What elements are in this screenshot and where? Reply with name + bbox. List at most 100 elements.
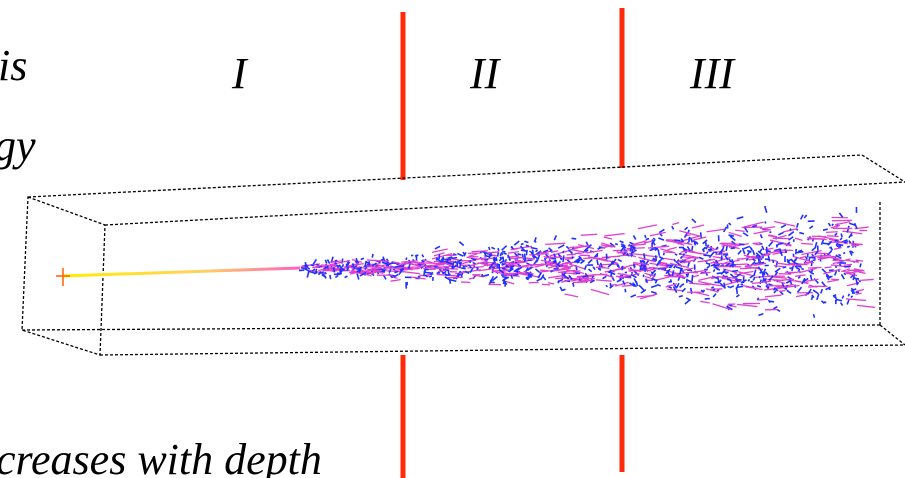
particle-track: [809, 256, 815, 259]
particle-track: [698, 275, 716, 281]
particle-track: [724, 255, 729, 261]
particle-track: [423, 270, 426, 277]
particle-track: [578, 255, 584, 262]
particle-track: [734, 275, 739, 283]
particle-track: [679, 230, 701, 237]
particle-track: [691, 218, 697, 224]
particle-track: [364, 260, 367, 268]
particle-track: [468, 276, 475, 280]
particle-track: [755, 254, 759, 258]
particle-track: [752, 249, 756, 256]
particle-track: [510, 274, 514, 279]
particle-track: [768, 275, 774, 281]
particle-track: [820, 239, 825, 246]
particle-track: [760, 253, 771, 257]
particle-track: [846, 299, 850, 305]
particle-track: [344, 275, 348, 279]
particle-track: [541, 283, 551, 286]
particle-track: [702, 248, 705, 253]
particle-track: [510, 246, 513, 249]
particle-track: [628, 282, 636, 288]
particle-track: [723, 282, 726, 289]
particle-track: [323, 274, 327, 279]
particle-track: [498, 256, 504, 262]
particle-track: [680, 267, 694, 272]
particle-track: [842, 251, 846, 255]
particle-track: [577, 244, 595, 250]
particle-track: [482, 273, 490, 278]
particle-track: [848, 240, 852, 244]
particle-track: [787, 276, 792, 280]
particle-track: [659, 261, 668, 265]
particle-track: [846, 282, 858, 287]
particle-track: [555, 262, 561, 268]
particle-track: [617, 258, 623, 263]
particle-track: [682, 256, 699, 259]
particle-track: [425, 266, 444, 270]
particle-track: [463, 252, 467, 257]
particle-track: [715, 259, 719, 264]
particle-track: [840, 273, 845, 280]
particle-track: [437, 269, 446, 273]
particle-track: [586, 249, 603, 254]
particle-track: [410, 276, 426, 280]
particle-track: [747, 278, 751, 282]
particle-track: [847, 293, 851, 297]
particle-track: [796, 286, 803, 293]
particle-track: [616, 278, 623, 283]
particle-track: [621, 284, 632, 287]
particle-track: [574, 259, 581, 263]
particle-track: [767, 234, 777, 238]
particle-track: [306, 271, 310, 278]
particle-track: [596, 259, 599, 266]
particle-track: [796, 267, 801, 271]
particle-track: [842, 270, 851, 274]
particle-track: [417, 275, 421, 278]
particle-track: [757, 258, 760, 262]
particle-track: [596, 279, 612, 282]
particle-track: [740, 266, 760, 270]
particle-track: [548, 274, 564, 279]
particle-track: [565, 245, 570, 250]
particle-track: [667, 246, 677, 251]
particle-track: [382, 274, 387, 280]
particle-track: [532, 255, 535, 258]
particle-track: [605, 284, 609, 288]
particle-track: [519, 273, 541, 278]
particle-track: [788, 231, 795, 237]
particle-track: [654, 279, 658, 284]
particle-track: [817, 255, 839, 259]
particle-track: [557, 280, 560, 284]
particle-track: [349, 271, 365, 275]
particle-track: [799, 214, 804, 220]
particle-track: [831, 223, 834, 227]
particle-track: [487, 251, 499, 254]
particle-track: [534, 262, 552, 268]
particle-track: [730, 247, 736, 250]
particle-track: [564, 293, 579, 298]
particle-track: [699, 271, 711, 275]
particle-track: [405, 257, 408, 261]
particle-track: [649, 248, 655, 252]
particle-track: [437, 265, 451, 268]
particle-track: [700, 300, 710, 304]
particle-track: [709, 251, 715, 257]
particle-track: [736, 303, 758, 308]
particle-track: [508, 267, 514, 273]
particle-track: [708, 255, 712, 259]
particle-track: [795, 222, 799, 228]
particle-track: [787, 279, 809, 284]
particle-track: [833, 295, 836, 299]
particle-track: [679, 256, 683, 260]
particle-track: [450, 279, 457, 283]
particle-track: [815, 252, 828, 255]
particle-track: [832, 219, 853, 222]
particle-track: [799, 231, 805, 235]
particle-track: [816, 293, 820, 301]
particle-track: [752, 258, 756, 262]
particle-track: [517, 253, 522, 256]
particle-track: [490, 275, 495, 282]
particle-track: [356, 266, 362, 273]
particle-track: [648, 266, 656, 269]
particle-track: [523, 270, 534, 275]
